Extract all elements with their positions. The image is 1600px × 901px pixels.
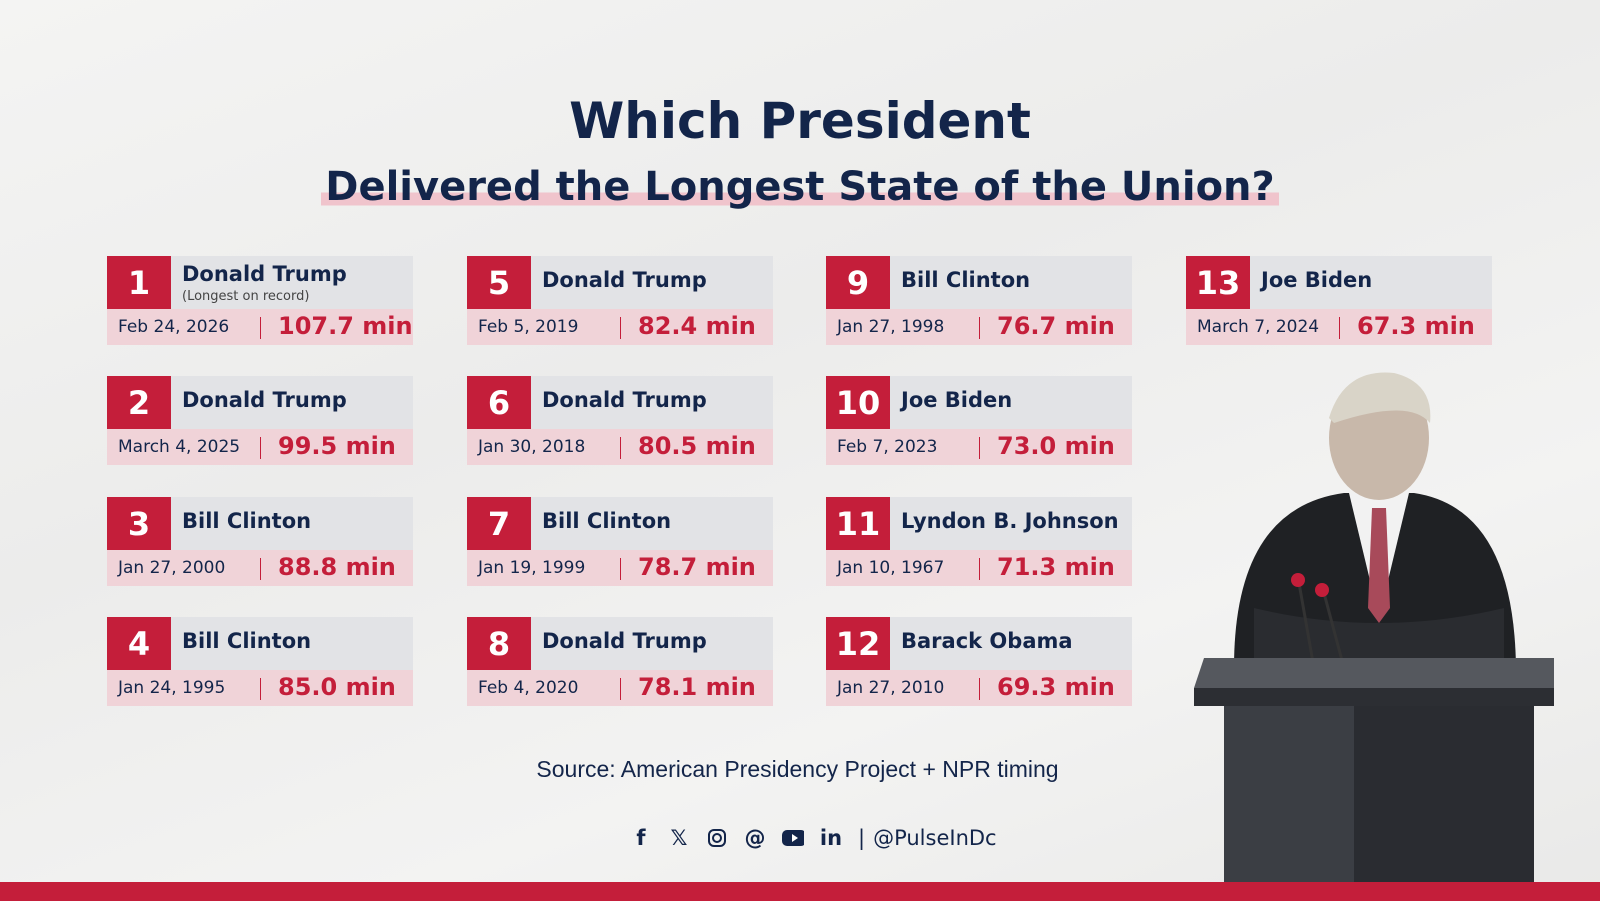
speech-duration: 88.8 min xyxy=(278,553,396,581)
rank-badge: 9 xyxy=(826,256,890,309)
divider xyxy=(260,437,261,459)
rank-badge: 13 xyxy=(1186,256,1250,309)
divider xyxy=(620,317,621,339)
president-name: Joe Biden xyxy=(1261,268,1373,292)
ranking-card: 6 Donald Trump Jan 30, 2018 80.5 min xyxy=(467,376,773,465)
divider xyxy=(260,317,261,339)
social-links: f 𝕏 @ in | @PulseInDc xyxy=(630,826,997,850)
speech-duration: 80.5 min xyxy=(638,432,756,460)
speech-duration: 85.0 min xyxy=(278,673,396,701)
rank-badge: 3 xyxy=(107,497,171,550)
speech-date: Jan 30, 2018 xyxy=(478,437,586,457)
president-name: Lyndon B. Johnson xyxy=(901,509,1119,533)
speech-duration: 78.1 min xyxy=(638,673,756,701)
president-name: Donald Trump xyxy=(182,388,347,412)
speech-duration: 82.4 min xyxy=(638,312,756,340)
president-name: Donald Trump xyxy=(182,262,347,286)
speech-duration: 76.7 min xyxy=(997,312,1115,340)
speech-duration: 71.3 min xyxy=(997,553,1115,581)
ranking-card: 12 Barack Obama Jan 27, 2010 69.3 min xyxy=(826,617,1132,706)
x-icon[interactable]: 𝕏 xyxy=(670,826,688,850)
ranking-card: 7 Bill Clinton Jan 19, 1999 78.7 min xyxy=(467,497,773,586)
speech-duration: 69.3 min xyxy=(997,673,1115,701)
president-name: Bill Clinton xyxy=(182,629,312,653)
divider xyxy=(620,558,621,580)
president-name: Bill Clinton xyxy=(182,509,312,533)
divider xyxy=(620,437,621,459)
rank-badge: 1 xyxy=(107,256,171,309)
subtitle: Delivered the Longest State of the Union… xyxy=(0,164,1600,210)
speech-date: March 7, 2024 xyxy=(1197,317,1320,337)
speech-duration: 78.7 min xyxy=(638,553,756,581)
youtube-icon[interactable] xyxy=(782,827,804,849)
ranking-card: 4 Bill Clinton Jan 24, 1995 85.0 min xyxy=(107,617,413,706)
divider xyxy=(979,678,980,700)
rank-badge: 4 xyxy=(107,617,171,670)
ranking-card: 10 Joe Biden Feb 7, 2023 73.0 min xyxy=(826,376,1132,465)
ranking-card: 11 Lyndon B. Johnson Jan 10, 1967 71.3 m… xyxy=(826,497,1132,586)
separator: | xyxy=(858,826,866,850)
divider xyxy=(979,317,980,339)
ranking-card: 5 Donald Trump Feb 5, 2019 82.4 min xyxy=(467,256,773,345)
ranking-card: 9 Bill Clinton Jan 27, 1998 76.7 min xyxy=(826,256,1132,345)
speech-duration: 67.3 min xyxy=(1357,312,1475,340)
rank-badge: 10 xyxy=(826,376,890,429)
divider xyxy=(620,678,621,700)
divider xyxy=(260,558,261,580)
ranking-card: 13 Joe Biden March 7, 2024 67.3 min xyxy=(1186,256,1492,345)
rank-badge: 11 xyxy=(826,497,890,550)
speech-date: Feb 24, 2026 xyxy=(118,317,230,337)
speech-date: Feb 5, 2019 xyxy=(478,317,579,337)
president-name: Donald Trump xyxy=(542,629,707,653)
divider xyxy=(1339,317,1340,339)
speech-date: Jan 27, 1998 xyxy=(837,317,945,337)
rank-badge: 6 xyxy=(467,376,531,429)
speech-date: Feb 4, 2020 xyxy=(478,678,579,698)
ranking-card: 2 Donald Trump March 4, 2025 99.5 min xyxy=(107,376,413,465)
rank-badge: 12 xyxy=(826,617,890,670)
speech-date: Jan 10, 1967 xyxy=(837,558,945,578)
speech-date: Jan 27, 2010 xyxy=(837,678,945,698)
divider xyxy=(260,678,261,700)
rank-badge: 2 xyxy=(107,376,171,429)
president-name: Barack Obama xyxy=(901,629,1073,653)
speech-date: Feb 7, 2023 xyxy=(837,437,938,457)
president-name: Donald Trump xyxy=(542,388,707,412)
speech-date: Jan 19, 1999 xyxy=(478,558,586,578)
source-note: Source: American Presidency Project + NP… xyxy=(536,756,1059,782)
president-photo-podium xyxy=(1194,368,1564,882)
president-name: Bill Clinton xyxy=(542,509,672,533)
rank-badge: 8 xyxy=(467,617,531,670)
social-handle[interactable]: @PulseInDc xyxy=(873,826,997,850)
speech-duration: 73.0 min xyxy=(997,432,1115,460)
linkedin-icon[interactable]: in xyxy=(819,826,843,850)
speech-date: Jan 24, 1995 xyxy=(118,678,226,698)
threads-icon[interactable]: @ xyxy=(744,826,766,850)
divider xyxy=(979,558,980,580)
ranking-card: 8 Donald Trump Feb 4, 2020 78.1 min xyxy=(467,617,773,706)
rank-badge: 5 xyxy=(467,256,531,309)
instagram-icon[interactable] xyxy=(706,827,728,849)
speech-date: Jan 27, 2000 xyxy=(118,558,226,578)
president-name: Donald Trump xyxy=(542,268,707,292)
footer-bar xyxy=(0,882,1600,901)
divider xyxy=(979,437,980,459)
speech-duration: 99.5 min xyxy=(278,432,396,460)
president-name: Joe Biden xyxy=(901,388,1013,412)
speech-duration: 107.7 min xyxy=(278,312,413,340)
speech-date: March 4, 2025 xyxy=(118,437,241,457)
facebook-icon[interactable]: f xyxy=(636,826,646,850)
ranking-card: 3 Bill Clinton Jan 27, 2000 88.8 min xyxy=(107,497,413,586)
ranking-card: 1 Donald Trump (Longest on record) Feb 2… xyxy=(107,256,413,345)
rank-badge: 7 xyxy=(467,497,531,550)
title: Which President xyxy=(569,92,1031,150)
record-note: (Longest on record) xyxy=(182,289,310,304)
president-name: Bill Clinton xyxy=(901,268,1031,292)
